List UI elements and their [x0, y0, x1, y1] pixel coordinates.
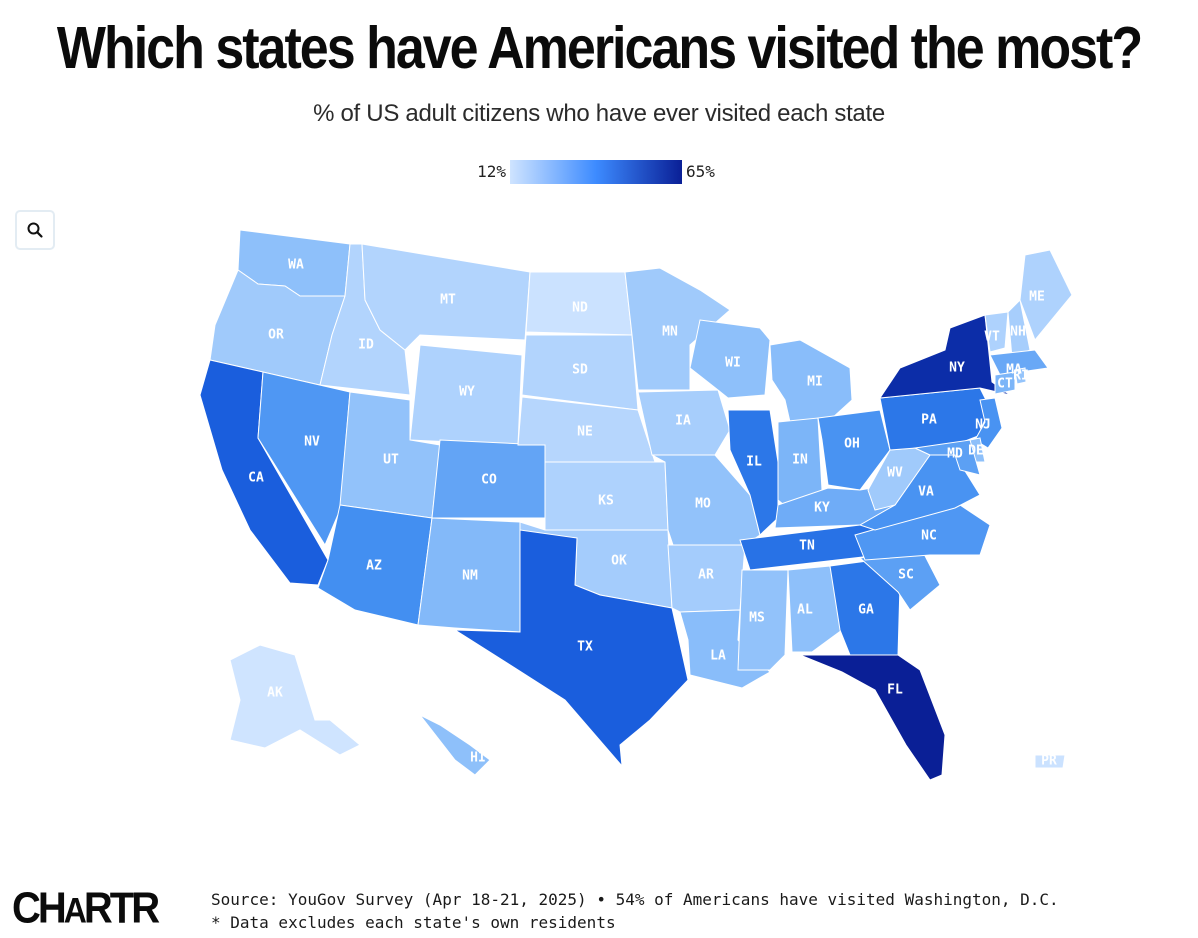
state-label-nm: NM	[462, 569, 478, 584]
state-label-ny: NY	[949, 361, 965, 376]
state-ny[interactable]	[878, 314, 1011, 399]
state-label-fl: FL	[887, 683, 903, 698]
state-label-nv: NV	[304, 435, 320, 450]
state-label-ks: KS	[598, 494, 614, 509]
state-ri[interactable]	[1014, 367, 1027, 385]
state-label-wa: WA	[288, 258, 304, 273]
state-fl[interactable]	[799, 654, 946, 781]
legend-min-label: 12%	[477, 162, 506, 181]
state-label-sc: SC	[898, 568, 914, 583]
state-ma[interactable]	[989, 349, 1049, 376]
state-label-nh: NH	[1010, 325, 1026, 340]
state-vt[interactable]	[984, 311, 1009, 353]
state-label-co: CO	[481, 473, 497, 488]
state-wi[interactable]	[689, 319, 771, 399]
state-label-al: AL	[797, 603, 813, 618]
legend-max-label: 65%	[686, 162, 715, 181]
state-label-mi: MI	[807, 375, 823, 390]
state-ia[interactable]	[637, 389, 731, 456]
state-label-tx: TX	[577, 640, 593, 655]
footnote-line: * Data excludes each state's own residen…	[211, 913, 616, 932]
state-label-id: ID	[358, 338, 374, 353]
state-label-ky: KY	[814, 501, 830, 516]
source-line: Source: YouGov Survey (Apr 18-21, 2025) …	[211, 890, 1059, 909]
us-state-map: WA OR CA NV ID MT WY UT CO AZ NM ND SD NE KS OK TX MN IA MO…	[199, 229, 1073, 781]
state-nj[interactable]	[974, 397, 1003, 449]
state-label-mo: MO	[695, 497, 711, 512]
state-label-ma: MA	[1006, 363, 1022, 378]
state-label-vt: VT	[984, 330, 1000, 345]
state-label-oh: OH	[844, 437, 860, 452]
state-label-mt: MT	[440, 293, 456, 308]
state-label-hi: HI	[470, 751, 486, 766]
state-label-wv: WV	[887, 466, 903, 481]
state-mn[interactable]	[624, 267, 731, 391]
state-nm[interactable]	[417, 517, 521, 633]
state-label-in: IN	[792, 453, 808, 468]
state-label-pa: PA	[921, 413, 937, 428]
state-label-ok: OK	[611, 554, 627, 569]
state-label-ak: AK	[267, 686, 283, 701]
color-legend: 12% 65%	[0, 160, 1198, 186]
state-md[interactable]	[913, 439, 981, 476]
state-label-az: AZ	[366, 559, 382, 574]
state-ms[interactable]	[737, 569, 789, 671]
state-label-wy: WY	[459, 385, 475, 400]
state-pr[interactable]	[1034, 754, 1066, 769]
state-label-nc: NC	[921, 529, 937, 544]
chartr-logo: CHARTR	[12, 884, 160, 933]
state-al[interactable]	[787, 565, 843, 653]
chart-subtitle: % of US adult citizens who have ever vis…	[313, 100, 885, 127]
state-label-ri: RI	[1013, 369, 1029, 384]
state-nv[interactable]	[257, 371, 351, 547]
state-label-tn: TN	[799, 539, 815, 554]
state-label-ca: CA	[248, 471, 264, 486]
state-label-me: ME	[1029, 290, 1045, 305]
state-label-ia: IA	[675, 414, 691, 429]
state-me[interactable]	[1019, 249, 1073, 341]
state-il[interactable]	[727, 409, 779, 536]
state-label-sd: SD	[572, 363, 588, 378]
state-label-va: VA	[918, 485, 934, 500]
chart-title: Which states have Americans visited the …	[56, 15, 1143, 82]
state-label-ms: MS	[749, 611, 765, 626]
state-label-ga: GA	[858, 603, 874, 618]
state-hi[interactable]	[419, 714, 491, 776]
state-label-il: IL	[746, 455, 762, 470]
state-label-la: LA	[710, 649, 726, 664]
state-label-md: MD	[947, 447, 963, 462]
state-label-ne: NE	[577, 425, 593, 440]
state-label-wi: WI	[725, 356, 741, 371]
state-label-mn: MN	[662, 325, 678, 340]
magnifier-icon	[27, 222, 43, 238]
state-label-or: OR	[268, 328, 284, 343]
state-tx[interactable]	[453, 529, 689, 768]
state-ak[interactable]	[229, 644, 361, 756]
legend-color-ramp	[510, 160, 682, 184]
state-label-de: DE	[968, 444, 984, 459]
state-label-nj: NJ	[975, 418, 991, 433]
state-label-ar: AR	[698, 568, 714, 583]
state-label-pr: PR	[1041, 754, 1057, 769]
zoom-button[interactable]	[15, 210, 55, 250]
state-label-nd: ND	[572, 301, 588, 316]
state-ct[interactable]	[994, 371, 1016, 395]
state-label-ct: CT	[997, 377, 1013, 392]
state-label-ut: UT	[383, 453, 399, 468]
state-nh[interactable]	[1007, 298, 1031, 359]
source-note: Source: YouGov Survey (Apr 18-21, 2025) …	[211, 888, 1059, 934]
